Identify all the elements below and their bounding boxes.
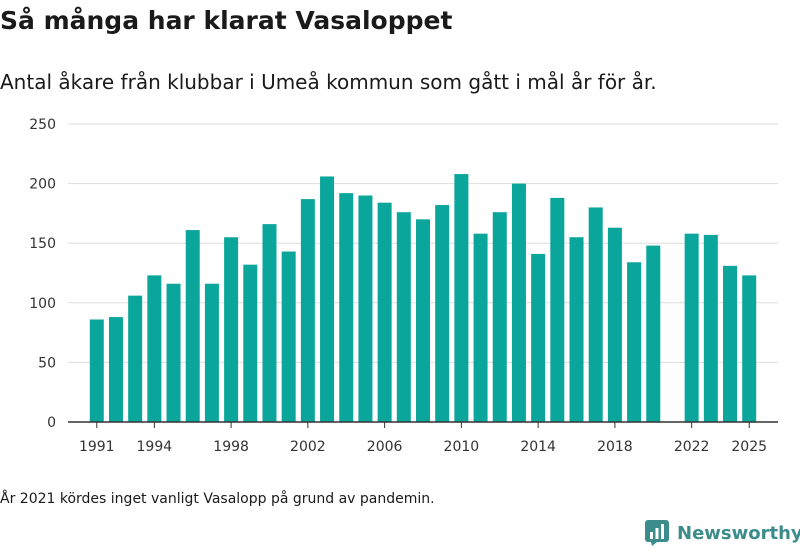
bar: [128, 295, 143, 422]
bar: [742, 275, 757, 422]
bar: [89, 319, 104, 422]
y-tick-label: 0: [47, 415, 56, 431]
bar: [185, 230, 200, 422]
bar: [243, 264, 258, 422]
bar-chart: 0 50 100 150 200 250 1991 1994 1998 2002 2006 2010 2…: [29, 117, 778, 455]
footnote: År 2021 kördes inget vanligt Vasalopp på…: [0, 491, 435, 507]
bar: [454, 174, 469, 422]
bar: [108, 317, 123, 422]
y-tick-label: 250: [29, 117, 56, 133]
bar: [473, 233, 488, 422]
bar: [492, 212, 507, 422]
chart-title: Så många har klarat Vasaloppet: [0, 6, 453, 35]
axes: 0 50 100 150 200 250 1991 1994 1998 2002 2006 2010 2…: [29, 117, 778, 455]
bar: [646, 245, 661, 422]
bar: [166, 283, 181, 422]
x-tick-label: 2002: [290, 439, 326, 455]
y-tick-label: 150: [29, 236, 56, 252]
x-tick-label: 2018: [597, 439, 633, 455]
bar: [262, 224, 277, 422]
x-tick-label: 1994: [137, 439, 173, 455]
bar: [511, 183, 526, 422]
x-tick-label: 2006: [367, 439, 403, 455]
bar: [531, 253, 546, 422]
bar: [377, 202, 392, 422]
bar: [320, 176, 335, 422]
x-tick-label: 2022: [674, 439, 710, 455]
bar: [550, 197, 565, 422]
bar: [396, 212, 411, 422]
newsworthy-chart-icon: [645, 520, 669, 546]
bar: [204, 283, 219, 422]
x-tick-label: 2025: [731, 439, 767, 455]
bar: [300, 199, 315, 422]
y-tick-label: 100: [29, 296, 56, 312]
newsworthy-logo: Newsworthy: [645, 517, 800, 549]
chart-subtitle: Antal åkare från klubbar i Umeå kommun s…: [0, 70, 657, 94]
x-tick-label: 1998: [213, 439, 249, 455]
bar: [569, 237, 584, 422]
bar: [627, 262, 642, 422]
bar: [339, 193, 354, 422]
bars: [89, 174, 757, 422]
x-tick-label: 1991: [79, 439, 115, 455]
bar: [224, 237, 239, 422]
bar: [588, 207, 603, 422]
bar: [723, 265, 738, 422]
bar: [281, 251, 296, 422]
bar: [358, 195, 373, 422]
bar: [684, 233, 699, 422]
bar: [607, 227, 622, 422]
bar: [435, 205, 450, 422]
y-tick-label: 50: [38, 355, 56, 371]
x-tick-label: 2014: [520, 439, 556, 455]
brand-name: Newsworthy: [677, 522, 800, 544]
y-tick-label: 200: [29, 177, 56, 193]
bar: [416, 219, 430, 422]
bar: [703, 234, 718, 422]
x-tick-label: 2010: [444, 439, 480, 455]
bar: [147, 275, 162, 422]
